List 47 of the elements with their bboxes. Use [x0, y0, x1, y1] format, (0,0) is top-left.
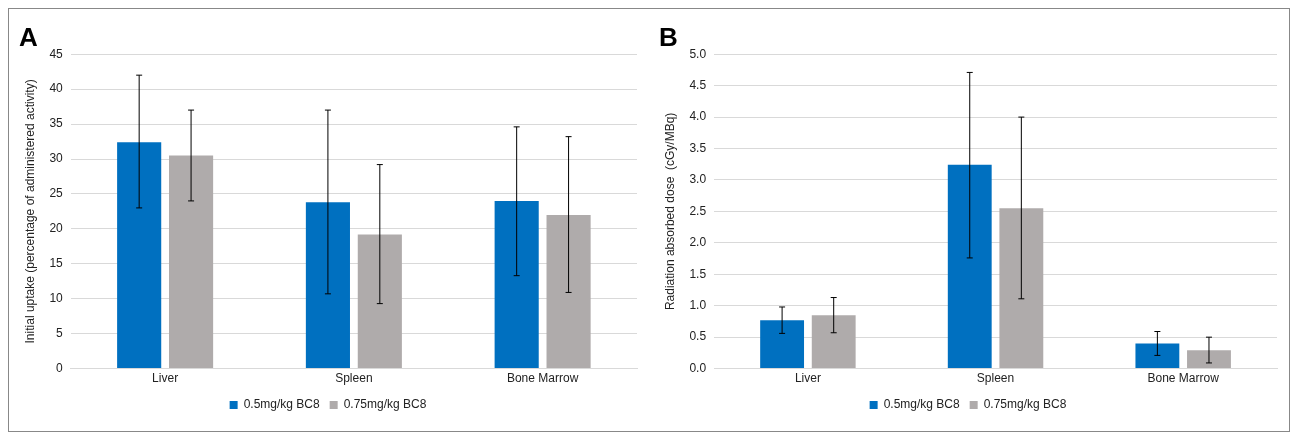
- y-tick-label: 25: [49, 186, 64, 201]
- x-tick-label: Bone Marrow: [506, 371, 579, 386]
- y-tick-label: 3.5: [689, 140, 707, 155]
- y-tick-label: 0.0: [689, 360, 707, 375]
- x-tick-label: Liver: [152, 371, 179, 386]
- bar: [169, 155, 214, 369]
- bar: [494, 200, 539, 369]
- y-tick-label: 1.0: [689, 298, 707, 313]
- y-tick-label: 40: [49, 81, 64, 96]
- bar: [999, 208, 1044, 369]
- chart-title: B: [659, 21, 678, 52]
- y-tick-label: 1.5: [689, 266, 707, 281]
- bar: [760, 320, 805, 369]
- bar: [546, 214, 591, 369]
- legend-label: 0.5mg/kg BC8: [883, 397, 960, 412]
- y-axis-title: Initial uptake (percentage of administered activity): [22, 79, 37, 344]
- y-tick-label: 5: [56, 325, 64, 340]
- y-tick-label: 2.5: [689, 203, 707, 218]
- bar: [305, 202, 350, 369]
- x-tick-label: Liver: [794, 371, 821, 386]
- y-tick-label: 45: [49, 46, 64, 61]
- y-tick-label: 2.0: [689, 235, 707, 250]
- x-tick-label: Spleen: [335, 371, 373, 386]
- y-tick-label: 0: [56, 360, 64, 375]
- legend-label: 0.75mg/kg BC8: [343, 397, 427, 412]
- y-tick-label: 4.5: [689, 77, 707, 92]
- y-axis-title: Radiation absorbed dose (cGy/MBq): [662, 112, 677, 311]
- legend-label: 0.75mg/kg BC8: [983, 397, 1067, 412]
- bar: [117, 142, 162, 369]
- y-tick-label: 35: [49, 116, 64, 131]
- y-tick-label: 20: [49, 221, 64, 236]
- y-tick-label: 15: [49, 256, 64, 271]
- chart-title: A: [19, 21, 38, 52]
- y-tick-label: 5.0: [689, 46, 707, 61]
- bar: [357, 234, 402, 369]
- y-tick-label: 4.0: [689, 109, 707, 124]
- y-tick-label: 0.5: [689, 329, 707, 344]
- bar: [1187, 350, 1231, 369]
- x-tick-label: Bone Marrow: [1147, 371, 1220, 386]
- y-tick-label: 30: [49, 151, 64, 166]
- y-tick-label: 3.0: [689, 172, 707, 187]
- y-tick-label: 10: [49, 291, 64, 306]
- bar: [811, 315, 856, 369]
- bar: [1135, 343, 1180, 369]
- bar: [947, 164, 992, 369]
- legend-label: 0.5mg/kg BC8: [243, 397, 320, 412]
- x-tick-label: Spleen: [976, 371, 1015, 386]
